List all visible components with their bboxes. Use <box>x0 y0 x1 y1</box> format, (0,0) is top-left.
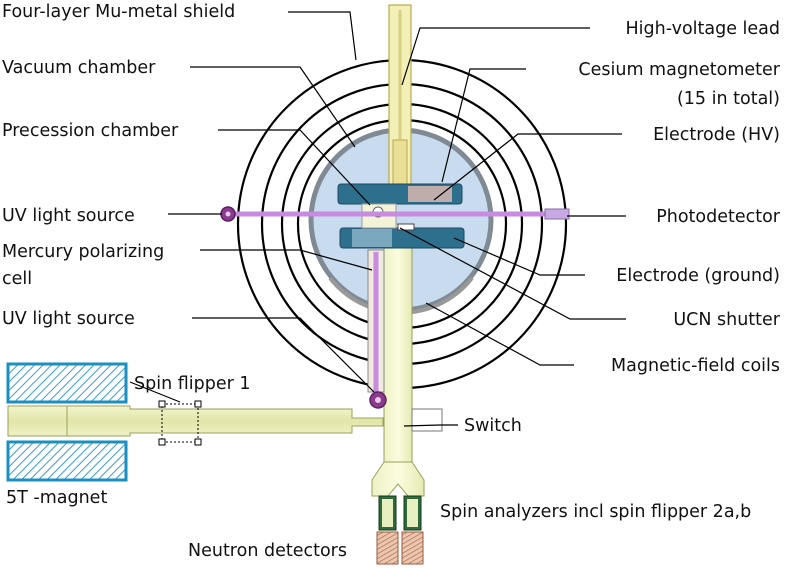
leader-lines <box>129 11 626 427</box>
label-spin-flipper-1: Spin flipper 1 <box>134 374 251 394</box>
superconducting-magnet <box>6 362 128 482</box>
label-mercury-cell-line2: cell <box>2 269 32 289</box>
label-photodetector: Photodetector <box>656 207 781 227</box>
switch-box <box>411 408 443 432</box>
label-vacuum-chamber: Vacuum chamber <box>2 58 156 78</box>
spin-analyzers <box>378 495 422 531</box>
spin-flipper-1 <box>158 400 202 446</box>
neutron-detector-blocks <box>376 531 424 565</box>
label-ucn-shutter: UCN shutter <box>673 310 780 330</box>
label-precession-chamber: Precession chamber <box>2 121 179 141</box>
label-shield: Four-layer Mu-metal shield <box>2 2 235 22</box>
label-switch: Switch <box>464 416 522 436</box>
label-uv-source-lower: UV light source <box>2 309 135 329</box>
label-electrode-ground: Electrode (ground) <box>616 266 780 286</box>
label-mercury-cell-line1: Mercury polarizing <box>2 242 164 262</box>
labels: Four-layer Mu-metal shield Vacuum chambe… <box>2 2 781 561</box>
label-cs-magnetometer-line2: (15 in total) <box>677 89 780 109</box>
label-field-coils: Magnetic-field coils <box>611 356 780 376</box>
uv-optics <box>220 206 570 409</box>
label-spin-analyzers: Spin analyzers incl spin flipper 2a,b <box>440 502 751 522</box>
label-magnet: 5T -magnet <box>6 488 107 508</box>
label-uv-source-upper: UV light source <box>2 206 135 226</box>
label-neutron-detectors: Neutron detectors <box>188 541 347 561</box>
label-hv-lead: High-voltage lead <box>626 19 780 39</box>
label-cs-magnetometer-line1: Cesium magnetometer <box>578 60 780 80</box>
label-electrode-hv: Electrode (HV) <box>653 125 780 145</box>
